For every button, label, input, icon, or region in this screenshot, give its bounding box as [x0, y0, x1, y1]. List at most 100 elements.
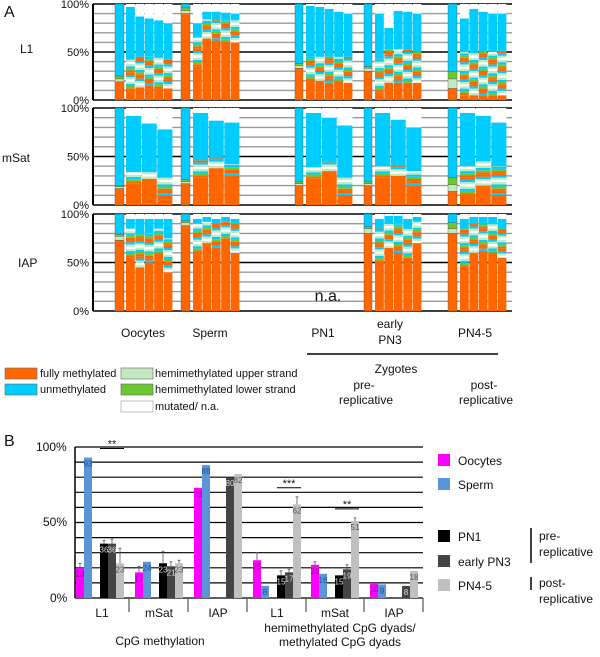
a-clone-hemi-stripe [211, 31, 221, 34]
a-clone-hemi-stripe [144, 57, 154, 60]
a-clone-hemi-stripe [135, 233, 145, 235]
a-clone-methylated [390, 175, 406, 205]
a-clone-hemi-stripe [193, 53, 202, 56]
a-clone-hemi-stripe [337, 186, 353, 189]
a-clone-hemi-stripe [384, 234, 394, 237]
a-clone-hemi-stripe [403, 233, 412, 236]
a-clone-hemi-stripe [375, 65, 384, 69]
b-data-label: 23 [175, 565, 184, 574]
a-clone-hemi-stripe [406, 172, 422, 175]
a-clone-methylated [406, 185, 422, 205]
a-clone-hemi-stripe [193, 239, 202, 242]
b-data-label: 73 [194, 490, 203, 499]
a-clone-hemi-stripe [208, 158, 224, 160]
a-clone-unmethylated [393, 10, 403, 50]
a-clone-hemi-stripe [135, 240, 145, 244]
a-ytick: 50% [67, 152, 89, 164]
a-clone-hemi-stripe [469, 77, 479, 80]
a-clone-hemi-stripe [324, 78, 334, 81]
a-clone-hemi-stripe [375, 253, 384, 256]
b-data-label: 23 [116, 565, 125, 574]
a-clone-hemi-stripe [478, 237, 488, 240]
a-clone-hemi-stripe [390, 167, 406, 170]
a-clone-hemi-stripe [497, 251, 507, 254]
a-clone-methylated [202, 243, 212, 311]
a-clone-hemi-stripe [384, 49, 394, 50]
a-clone-unmethylated [469, 216, 479, 224]
a-clone-methylated [126, 257, 135, 311]
a-clone-hemi-stripe [230, 233, 240, 236]
b-data-label: 24 [143, 564, 152, 573]
a-clone-methylated [306, 178, 322, 205]
a-clone-hemi-stripe [154, 62, 163, 65]
a-clone-hemi-stripe [163, 254, 173, 257]
a-clone-unmethylated [126, 218, 135, 229]
a-clone-hemi-stripe [393, 76, 403, 79]
a-clone-hemi-stripe [163, 62, 173, 65]
a-clone-hemi-stripe [491, 166, 507, 169]
a-clone-hemi-stripe [135, 65, 145, 68]
a-clone-unmethylated [321, 117, 337, 162]
b-bar-oocytes [135, 572, 143, 598]
b-cat-l1-hemi: L1 [270, 606, 284, 620]
b-data-label: 8 [263, 588, 268, 597]
a-clone-hemi-stripe [393, 62, 403, 66]
a-clone-hemi-stripe [224, 164, 240, 168]
a-clone-hemi-stripe [393, 230, 403, 233]
a-clone-hemi-stripe [384, 236, 394, 240]
a-clone-hemi-stripe [460, 232, 469, 235]
a-clone-na [224, 108, 240, 123]
a-clone-hemi-stripe [202, 19, 212, 21]
a-clone-hemi-stripe [230, 246, 240, 249]
a-clone-na [488, 4, 497, 14]
a-clone-hemi-stripe [460, 171, 476, 174]
b-data-label: 10 [370, 585, 379, 594]
a-clone-hemi-stripe [469, 66, 479, 69]
a-summary-segment [363, 181, 373, 184]
a-clone-hemi-stripe [488, 246, 497, 249]
a-ytick: 0% [73, 200, 89, 212]
a-clone-hemi-stripe [202, 225, 212, 228]
a-clone-methylated [469, 95, 479, 100]
a-clone-hemi-stripe [202, 36, 212, 39]
a-clone-hemi-stripe [315, 61, 325, 64]
a-clone-unmethylated [135, 16, 145, 57]
a-clone-hemi-stripe [393, 56, 403, 59]
a-summary-segment [447, 177, 458, 185]
a-clone-hemi-stripe [343, 58, 353, 61]
a-clone-hemi-stripe [193, 175, 209, 178]
a-summary-segment [363, 233, 373, 312]
a-clone-unmethylated [375, 218, 384, 229]
a-clone-hemi-stripe [230, 230, 240, 233]
a-clone-hemi-stripe [202, 234, 212, 237]
a-clone-hemi-stripe [154, 71, 163, 74]
a-clone-unmethylated [460, 18, 469, 52]
a-clone-hemi-stripe [126, 251, 135, 254]
a-clone-hemi-stripe [306, 63, 315, 66]
a-summary-segment [180, 222, 191, 226]
a-clone-hemi-stripe [211, 36, 221, 39]
a-clone-hemi-stripe [478, 77, 488, 80]
a-clone-na [163, 214, 173, 219]
a-clone-hemi-stripe [460, 184, 476, 187]
b-data-label: 20 [76, 570, 85, 579]
a-clone-hemi-stripe [154, 241, 163, 244]
a-clone-hemi-stripe [469, 241, 479, 244]
a-clone-hemi-stripe [475, 170, 491, 173]
panel-a-plot: 100%50%0%100%50%0%100%50%0% [61, 0, 512, 318]
a-clone-hemi-stripe [126, 229, 135, 232]
b-bar-pn4-5 [234, 474, 242, 598]
b-bar-oocytes [194, 487, 202, 598]
a-clone-hemi-stripe [230, 38, 240, 41]
a-clone-hemi-stripe [144, 249, 154, 252]
a-clone-hemi-stripe [393, 224, 403, 227]
a-clone-na [126, 214, 135, 219]
a-clone-methylated [144, 262, 154, 311]
a-clone-hemi-stripe [390, 173, 406, 176]
a-clone-hemi-stripe [403, 49, 412, 52]
b-pre-2: replicative [539, 545, 593, 559]
a-clone-hemi-stripe [460, 256, 469, 259]
a-ytick: 100% [61, 209, 89, 221]
a-clone-unmethylated [208, 120, 224, 159]
a-clone-hemi-stripe [497, 229, 507, 232]
